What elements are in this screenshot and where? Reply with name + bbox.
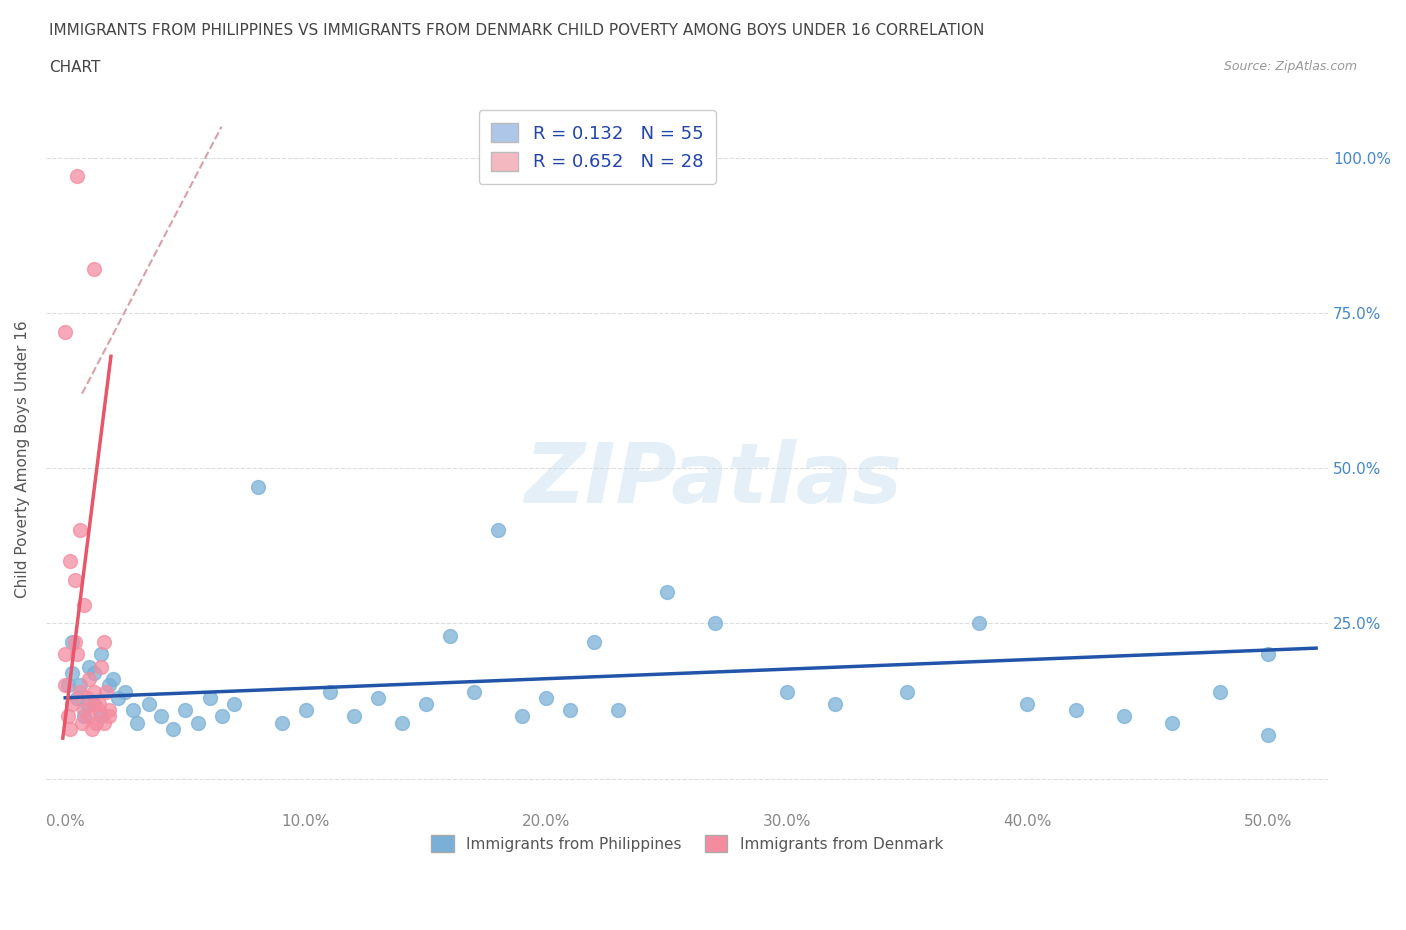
Point bbox=[76, 697, 98, 711]
Point bbox=[53, 647, 76, 662]
Point bbox=[391, 715, 413, 730]
Legend: Immigrants from Philippines, Immigrants from Denmark: Immigrants from Philippines, Immigrants … bbox=[425, 830, 949, 858]
Point bbox=[896, 684, 918, 699]
Point bbox=[62, 634, 84, 649]
Point bbox=[59, 722, 82, 737]
Point bbox=[463, 684, 485, 699]
Point bbox=[59, 553, 82, 568]
Point bbox=[1112, 709, 1135, 724]
Point bbox=[1017, 697, 1039, 711]
Point bbox=[1160, 715, 1182, 730]
Point bbox=[66, 647, 89, 662]
Point bbox=[83, 697, 105, 711]
Text: CHART: CHART bbox=[49, 60, 101, 75]
Point bbox=[66, 690, 89, 705]
Point bbox=[69, 678, 91, 693]
Text: IMMIGRANTS FROM PHILIPPINES VS IMMIGRANTS FROM DENMARK CHILD POVERTY AMONG BOYS : IMMIGRANTS FROM PHILIPPINES VS IMMIGRANT… bbox=[49, 23, 984, 38]
Point bbox=[211, 709, 233, 724]
Point bbox=[87, 697, 110, 711]
Point bbox=[53, 678, 76, 693]
Point bbox=[93, 715, 115, 730]
Point bbox=[343, 709, 366, 724]
Point bbox=[138, 697, 160, 711]
Point bbox=[63, 634, 86, 649]
Point bbox=[969, 616, 991, 631]
Point bbox=[1257, 727, 1279, 742]
Point bbox=[83, 684, 105, 699]
Point bbox=[90, 709, 112, 724]
Point bbox=[776, 684, 799, 699]
Point bbox=[121, 703, 143, 718]
Point bbox=[70, 715, 93, 730]
Point bbox=[107, 690, 129, 705]
Point bbox=[80, 722, 103, 737]
Point bbox=[66, 169, 89, 184]
Point bbox=[62, 666, 84, 681]
Point bbox=[63, 572, 86, 587]
Point bbox=[294, 703, 316, 718]
Point bbox=[53, 324, 76, 339]
Point bbox=[510, 709, 533, 724]
Text: Source: ZipAtlas.com: Source: ZipAtlas.com bbox=[1223, 60, 1357, 73]
Point bbox=[114, 684, 136, 699]
Point bbox=[73, 597, 96, 612]
Point bbox=[62, 697, 84, 711]
Point bbox=[97, 709, 120, 724]
Point bbox=[174, 703, 197, 718]
Point bbox=[655, 585, 678, 600]
Point bbox=[69, 684, 91, 699]
Point bbox=[97, 678, 120, 693]
Point bbox=[198, 690, 221, 705]
Point bbox=[367, 690, 389, 705]
Point bbox=[703, 616, 725, 631]
Point bbox=[439, 629, 461, 644]
Point bbox=[73, 703, 96, 718]
Point bbox=[560, 703, 582, 718]
Point bbox=[127, 715, 149, 730]
Point bbox=[1257, 647, 1279, 662]
Text: ZIPatlas: ZIPatlas bbox=[524, 439, 901, 520]
Point bbox=[415, 697, 437, 711]
Point bbox=[83, 262, 105, 277]
Point bbox=[1064, 703, 1087, 718]
Point bbox=[90, 659, 112, 674]
Point bbox=[77, 709, 100, 724]
Point bbox=[824, 697, 846, 711]
Point bbox=[83, 697, 105, 711]
Point bbox=[536, 690, 558, 705]
Point bbox=[486, 523, 509, 538]
Point bbox=[103, 671, 125, 686]
Point bbox=[1209, 684, 1232, 699]
Point bbox=[162, 722, 184, 737]
Point bbox=[222, 697, 245, 711]
Point bbox=[270, 715, 292, 730]
Point bbox=[77, 671, 100, 686]
Point bbox=[94, 684, 117, 699]
Point bbox=[607, 703, 630, 718]
Point bbox=[87, 703, 110, 718]
Point bbox=[319, 684, 342, 699]
Point bbox=[150, 709, 173, 724]
Point bbox=[73, 709, 96, 724]
Point bbox=[77, 659, 100, 674]
Point bbox=[56, 709, 79, 724]
Y-axis label: Child Poverty Among Boys Under 16: Child Poverty Among Boys Under 16 bbox=[15, 320, 30, 598]
Point bbox=[246, 479, 269, 494]
Point bbox=[97, 703, 120, 718]
Point bbox=[83, 666, 105, 681]
Point bbox=[93, 634, 115, 649]
Point bbox=[90, 647, 112, 662]
Point bbox=[56, 678, 79, 693]
Point bbox=[583, 634, 606, 649]
Point bbox=[86, 715, 108, 730]
Point bbox=[186, 715, 208, 730]
Point bbox=[76, 690, 98, 705]
Point bbox=[69, 523, 91, 538]
